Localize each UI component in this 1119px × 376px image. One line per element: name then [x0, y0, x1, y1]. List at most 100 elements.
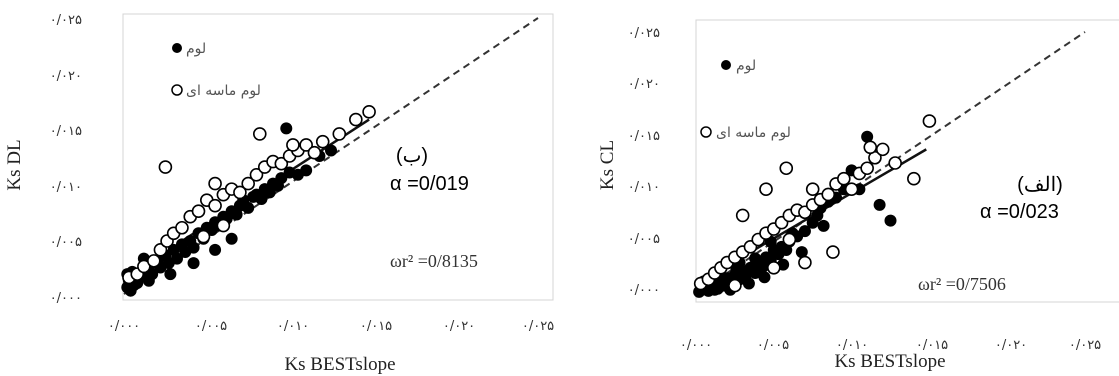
sandy-loam-data-point [907, 171, 921, 186]
y-tick-label: ۰/۰۱۵ [50, 124, 82, 139]
sandy-loam-data-point [208, 198, 222, 213]
sandy-loam-data-point [837, 171, 851, 186]
r2-label-alef: ωr² =0/7506 [918, 274, 1006, 294]
scatter-points-alef [693, 114, 937, 298]
sandy-loam-data-point [274, 156, 289, 171]
chart-panel-b: ۰/۰۲۵ ۰/۰۲۰ ۰/۰۱۵ ۰/۰۱۰ ۰/۰۰۵ ۰/۰۰۰ ۰/۰۰… [4, 13, 554, 375]
x-tick-label: ۰/۰۱۰ [277, 319, 309, 334]
loam-data-point [873, 198, 886, 211]
y-tick-label: ۰/۰۰۰ [50, 291, 82, 306]
legend-label-sandy-loam: لوم ماسه ای [186, 83, 261, 99]
y-axis-title-alef: Ks CL [597, 140, 618, 190]
loam-data-point [749, 252, 762, 265]
legend-marker-open [700, 126, 712, 138]
legend-b: لوم لوم ماسه ای [171, 41, 261, 99]
legend-marker-open [171, 84, 183, 96]
x-tick-label: ۰/۰۱۵ [360, 319, 392, 334]
sandy-loam-data-point [158, 160, 173, 174]
sandy-loam-data-point [888, 156, 902, 170]
legend-label-loam: لوم [736, 58, 756, 74]
sandy-loam-data-point [147, 254, 161, 268]
loam-data-point [884, 214, 897, 227]
sandy-loam-data-point [844, 182, 859, 196]
loam-data-point [817, 219, 830, 232]
x-tick-label: ۰/۰۱۰ [836, 338, 868, 353]
loam-data-point [798, 225, 811, 238]
y-tick-labels-b: ۰/۰۲۵ ۰/۰۲۰ ۰/۰۱۵ ۰/۰۱۰ ۰/۰۰۵ ۰/۰۰۰ [50, 13, 82, 306]
loam-data-point [225, 232, 238, 245]
alpha-label-b: α =0/019 [390, 173, 469, 195]
loam-data-point [300, 164, 313, 177]
scatter-points-b [121, 105, 376, 297]
sandy-loam-data-point [798, 255, 812, 270]
sandy-loam-data-point [805, 182, 820, 196]
x-tick-label: ۰/۰۲۵ [1069, 338, 1101, 353]
x-axis-title-b: Ks BESTslope [284, 354, 395, 375]
x-tick-labels-alef: ۰/۰۰۰ ۰/۰۰۵ ۰/۰۱۰ ۰/۰۱۵ ۰/۰۲۰ ۰/۰۲۵ [680, 338, 1101, 353]
y-tick-label: ۰/۰۱۰ [628, 180, 660, 195]
sandy-loam-data-point [153, 243, 168, 257]
legend-label-loam: لوم [186, 41, 206, 57]
legend-alef: لوم لوم ماسه ای [700, 58, 791, 141]
loam-data-point [742, 277, 755, 290]
sandy-loam-data-point [779, 161, 794, 176]
sandy-loam-data-point [241, 176, 255, 191]
x-axis-title-alef: Ks BESTslope [834, 351, 945, 372]
y-tick-label: ۰/۰۲۵ [50, 13, 82, 28]
legend-marker-filled [721, 60, 731, 70]
loam-data-point [325, 144, 337, 157]
sandy-loam-data-point [286, 138, 300, 152]
x-tick-label: ۰/۰۱۵ [916, 338, 948, 353]
sandy-loam-data-point [766, 260, 781, 275]
sandy-loam-data-point [863, 140, 878, 155]
loam-data-point [170, 252, 183, 265]
x-tick-label: ۰/۰۲۵ [522, 319, 554, 334]
reference-line-b [123, 17, 539, 295]
sandy-loam-data-point [332, 127, 347, 141]
one-to-one-dashed-line [123, 17, 539, 295]
sandy-loam-data-point [315, 134, 330, 149]
sandy-loam-data-point [782, 232, 797, 247]
y-tick-label: ۰/۰۲۰ [628, 77, 660, 92]
sandy-loam-data-point [208, 176, 222, 191]
sandy-loam-data-point [299, 138, 313, 152]
panel-label-alef: (الف) [1017, 174, 1063, 196]
loam-data-point [164, 268, 177, 281]
sandy-loam-data-point [922, 114, 937, 128]
sandy-loam-data-point [728, 278, 742, 293]
sandy-loam-data-point [216, 218, 231, 233]
sandy-loam-data-point [735, 208, 750, 223]
x-tick-label: ۰/۰۰۰ [680, 338, 712, 353]
chart-panel-alef: ۰/۰۲۵ ۰/۰۲۰ ۰/۰۱۵ ۰/۰۱۰ ۰/۰۰۵ ۰/۰۰۰ ۰/۰۰… [597, 19, 1119, 372]
sandy-loam-data-point [196, 229, 211, 244]
r2-label-b: ωr² =0/8135 [390, 251, 478, 271]
y-tick-label: ۰/۰۱۵ [628, 129, 660, 144]
sandy-loam-data-point [860, 161, 874, 176]
sandy-loam-data-point [233, 185, 247, 200]
sandy-loam-data-point [875, 142, 890, 157]
sandy-loam-data-point [307, 145, 322, 160]
loam-data-point [242, 201, 255, 214]
loam-data-point [187, 257, 200, 270]
sandy-loam-data-point [362, 105, 376, 119]
x-tick-label: ۰/۰۰۵ [757, 338, 789, 353]
x-tick-label: ۰/۰۲۰ [443, 319, 475, 334]
y-tick-label: ۰/۰۰۰ [628, 283, 660, 298]
sandy-loam-data-point [759, 182, 773, 196]
loam-data-point [280, 122, 293, 135]
sandy-loam-data-point [249, 167, 264, 182]
sandy-loam-data-point [349, 112, 363, 127]
y-tick-label: ۰/۰۱۰ [50, 180, 82, 195]
x-tick-label: ۰/۰۰۰ [108, 319, 140, 334]
loam-data-point [187, 241, 200, 254]
panel-label-b: (ب) [396, 145, 428, 167]
loam-data-point [209, 243, 222, 256]
y-axis-title-b: Ks DL [4, 139, 25, 190]
loam-data-point [795, 246, 808, 259]
loam-data-point [730, 262, 743, 275]
alpha-label-alef: α =0/023 [980, 201, 1059, 223]
loam-data-point [758, 271, 771, 284]
y-tick-label: ۰/۰۰۵ [50, 235, 82, 250]
legend-marker-filled [172, 43, 182, 53]
